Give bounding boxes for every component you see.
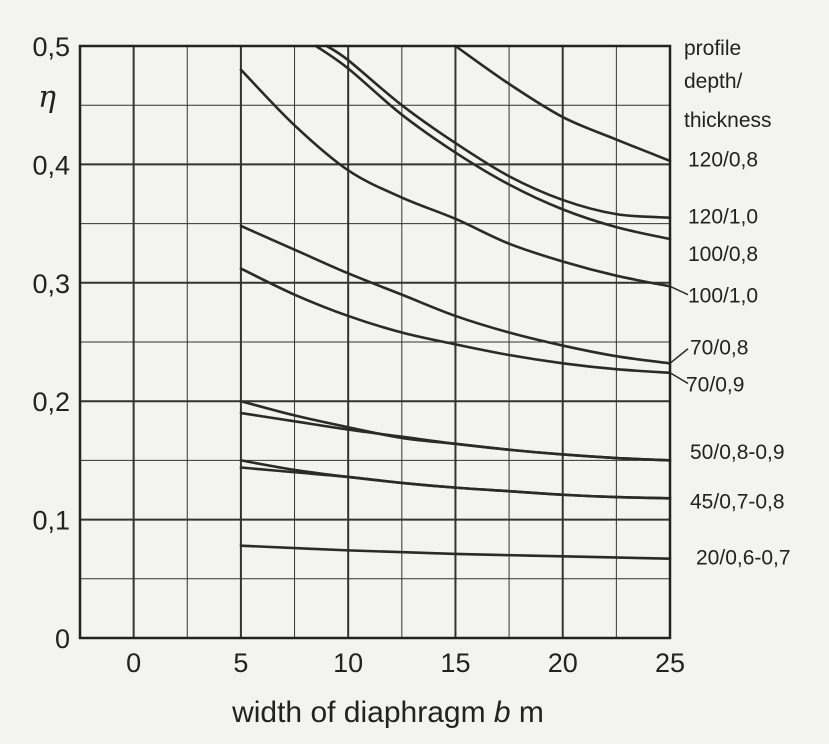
x-axis-label: width of diaphragm b m bbox=[231, 696, 544, 729]
plot-frame bbox=[78, 44, 672, 640]
tick-labels: 0 0,1 0,2 0,3 0,4 0,5 0 5 10 15 20 25 bbox=[32, 32, 685, 678]
label-leader-line bbox=[669, 372, 689, 385]
y-tick-label: 0,1 bbox=[32, 506, 70, 536]
series-label: 70/0,8 bbox=[690, 337, 748, 360]
y-axis-label: η bbox=[38, 80, 56, 115]
series-line-100-1-0 bbox=[239, 68, 672, 288]
y-tick-label: 0,5 bbox=[32, 32, 70, 62]
legend-title-line-3: thickness bbox=[684, 109, 772, 132]
series-line-120-0-8 bbox=[454, 44, 672, 163]
series-label: 120/1,0 bbox=[688, 205, 758, 228]
series-line-branch bbox=[239, 466, 672, 500]
y-tick-label: 0 bbox=[55, 624, 70, 654]
series-line-20-0-6-0-7 bbox=[239, 544, 672, 560]
legend-title-line-1: profile bbox=[684, 37, 741, 60]
legend-title-line-2: depth/ bbox=[684, 70, 743, 93]
series-line-70-0-8 bbox=[239, 224, 672, 365]
x-tick-label: 0 bbox=[126, 648, 141, 678]
x-tick-label: 10 bbox=[333, 648, 363, 678]
series-line-branch bbox=[239, 411, 672, 462]
label-leader-line bbox=[669, 285, 689, 296]
series-line-70-0-9 bbox=[239, 267, 672, 375]
series-lines bbox=[239, 44, 672, 560]
y-tick-label: 0,4 bbox=[32, 150, 70, 180]
series-label: 20/0,6-0,7 bbox=[696, 546, 791, 569]
y-tick-label: 0,2 bbox=[32, 387, 70, 417]
x-tick-label: 25 bbox=[655, 648, 685, 678]
grid bbox=[80, 46, 670, 638]
series-label: 120/0,8 bbox=[688, 148, 758, 171]
x-tick-label: 20 bbox=[548, 648, 578, 678]
series-label: 70/0,9 bbox=[686, 373, 744, 396]
series-label: 45/0,7-0,8 bbox=[690, 491, 785, 514]
x-tick-label: 15 bbox=[440, 648, 470, 678]
series-labels: 120/0,8 120/1,0 100/0,8 100/1,0 70/0,8 70/0,9… bbox=[669, 148, 791, 569]
series-label: 100/0,8 bbox=[688, 243, 758, 266]
series-line-100-0-8 bbox=[314, 44, 672, 241]
x-tick-label: 5 bbox=[233, 648, 248, 678]
label-leader-line bbox=[669, 348, 689, 364]
series-label: 100/1,0 bbox=[688, 285, 758, 308]
series-label: 50/0,8-0,9 bbox=[690, 441, 785, 464]
y-tick-label: 0,3 bbox=[32, 269, 70, 299]
series-line-120-1-0 bbox=[325, 44, 672, 219]
